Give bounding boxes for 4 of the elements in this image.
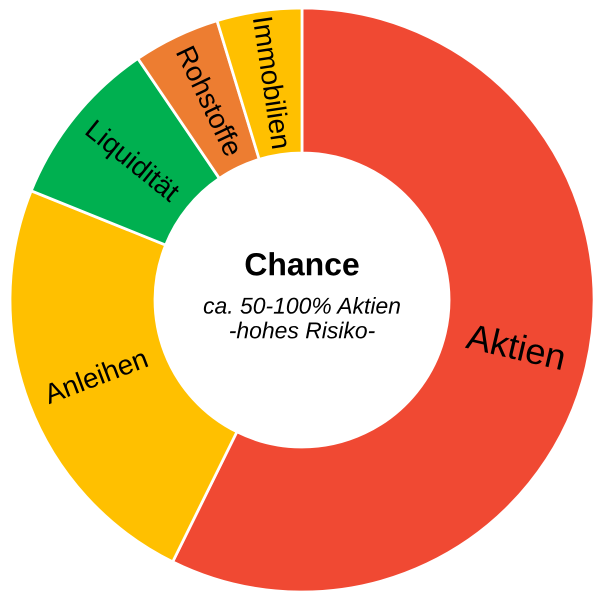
- text: Chance: [246, 252, 359, 276]
- slice-label: Immobilien: [252, 17, 292, 149]
- slice-label: Aktien: [464, 322, 566, 370]
- text: ca. 50-100% Aktien -hohes Risiko-: [204, 296, 400, 338]
